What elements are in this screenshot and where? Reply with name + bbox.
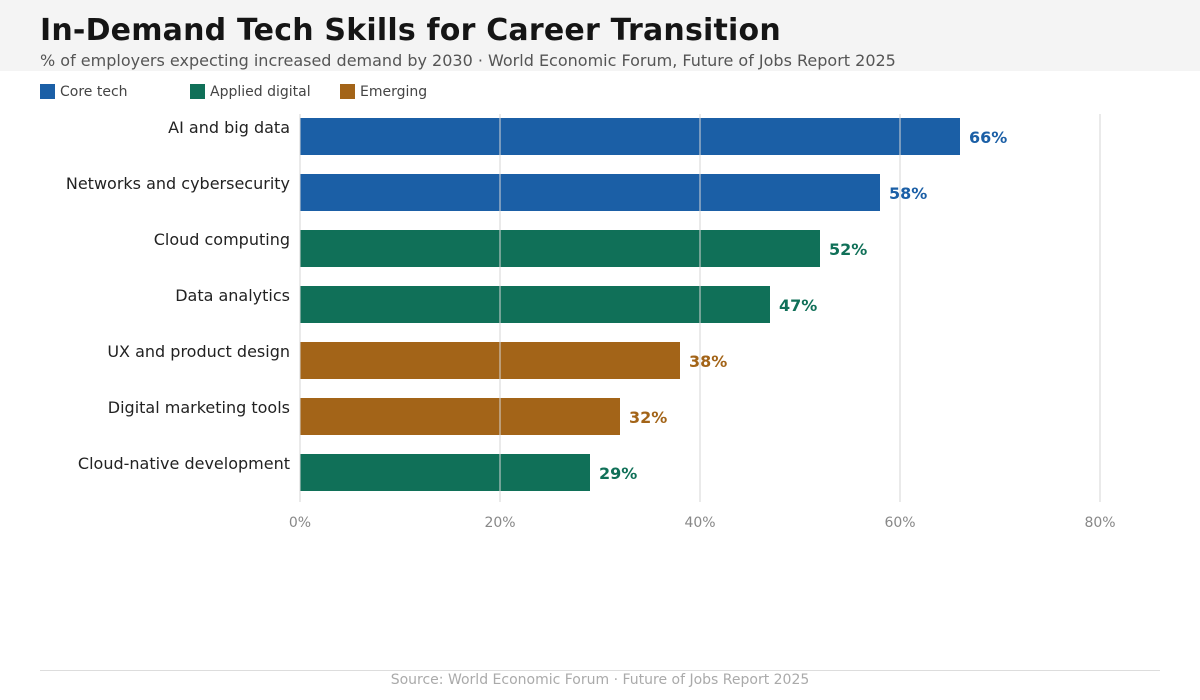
category-label: Cloud-native development — [78, 454, 290, 473]
x-tick-label: 80% — [1084, 515, 1115, 531]
bar — [300, 398, 620, 435]
data-label: 38% — [689, 352, 727, 371]
legend-label-core-tech: Core tech — [60, 84, 128, 100]
data-label: 52% — [829, 240, 867, 259]
category-label: Networks and cybersecurity — [66, 174, 290, 193]
x-tick-label: 0% — [289, 515, 311, 531]
bar — [300, 454, 590, 491]
data-label: 32% — [629, 408, 667, 427]
chart-title: In-Demand Tech Skills for Career Transit… — [40, 13, 781, 48]
legend-label-applied-digital: Applied digital — [210, 84, 311, 100]
data-label: 29% — [599, 464, 637, 483]
legend-swatch-core-tech — [40, 84, 55, 99]
category-label: Data analytics — [175, 286, 290, 305]
bar — [300, 118, 960, 155]
category-label: Digital marketing tools — [108, 398, 290, 417]
x-tick-label: 20% — [484, 515, 515, 531]
footer-divider — [40, 670, 1160, 671]
bar — [300, 342, 680, 379]
category-label: Cloud computing — [154, 230, 290, 249]
data-label: 58% — [889, 184, 927, 203]
category-label: AI and big data — [168, 118, 290, 137]
chart-subtitle: % of employers expecting increased deman… — [40, 51, 896, 70]
data-label: 47% — [779, 296, 817, 315]
x-tick-label: 60% — [884, 515, 915, 531]
bar — [300, 230, 820, 267]
category-label: UX and product design — [107, 342, 290, 361]
bar — [300, 174, 880, 211]
legend-label-emerging: Emerging — [360, 84, 428, 100]
legend-swatch-emerging — [340, 84, 355, 99]
bar — [300, 286, 770, 323]
x-tick-label: 40% — [684, 515, 715, 531]
header-band — [0, 0, 1200, 71]
source-note: Source: World Economic Forum · Future of… — [390, 672, 810, 688]
data-label: 66% — [969, 128, 1007, 147]
legend-swatch-applied-digital — [190, 84, 205, 99]
